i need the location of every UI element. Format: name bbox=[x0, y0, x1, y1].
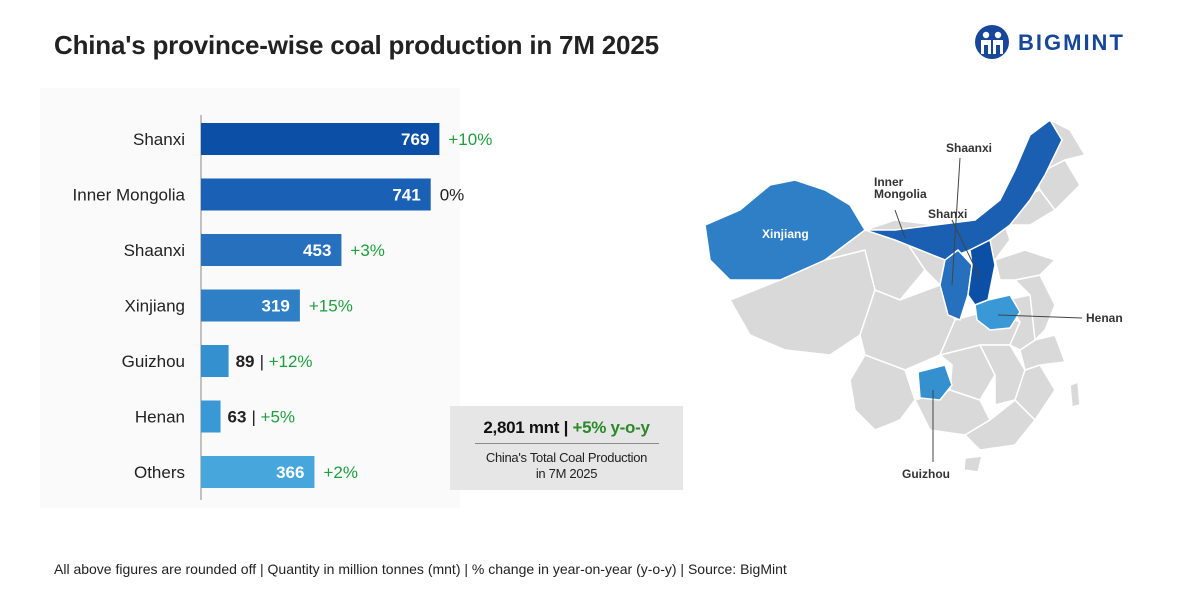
leader-shaanxi bbox=[951, 157, 961, 286]
change-label-xinjiang: +15% bbox=[309, 297, 353, 316]
summary-caption-line2: in 7M 2025 bbox=[535, 466, 598, 481]
page-title: China's province-wise coal production in… bbox=[54, 30, 659, 60]
value-label-others: 366 bbox=[276, 463, 304, 482]
province-taiwan bbox=[1069, 380, 1081, 408]
bigmint-logo: BIGMINT bbox=[972, 22, 1162, 62]
province-inner-mongolia bbox=[864, 118, 1063, 261]
province-shandong bbox=[994, 249, 1057, 281]
summary-headline: 2,801 mnt | +5% y-o-y bbox=[450, 418, 683, 438]
bar-henan bbox=[201, 400, 221, 433]
leader-shanxi bbox=[951, 219, 981, 279]
category-label-shaanxi: Shaanxi bbox=[124, 241, 185, 260]
change-label-shaanxi: +3% bbox=[350, 241, 385, 260]
category-label-xinjiang: Xinjiang bbox=[125, 297, 186, 316]
bigmint-logo-icon bbox=[975, 25, 1009, 59]
bar-shaanxi bbox=[201, 234, 342, 266]
change-label-guizhou: +12% bbox=[269, 352, 313, 371]
value-label-shaanxi: 453 bbox=[303, 241, 331, 260]
province-henan bbox=[974, 294, 1021, 331]
total-production-summary: 2,801 mnt | +5% y-o-y China's Total Coal… bbox=[450, 406, 683, 490]
footnote: All above figures are rounded off | Quan… bbox=[54, 561, 787, 577]
map-label-shanxi: Shanxi bbox=[928, 207, 967, 221]
logo-wordmark: BIGMINT bbox=[1018, 30, 1125, 55]
leader-inner-mongolia bbox=[894, 209, 906, 239]
change-label-henan: +5% bbox=[261, 408, 296, 427]
separator-henan: | bbox=[252, 408, 256, 427]
bar-chart-svg: Shanxi 769 +10% Inner Mongolia 741 0% Shaanxi 4… bbox=[72, 115, 493, 500]
bar-shanxi bbox=[201, 123, 440, 155]
summary-separator: | bbox=[563, 418, 569, 437]
province-shanxi bbox=[967, 238, 996, 306]
map-leader-lines bbox=[894, 157, 1083, 462]
value-label-xinjiang: 319 bbox=[262, 297, 290, 316]
map-label-inner-mongolia-line2: Mongolia bbox=[874, 187, 927, 201]
leader-henan bbox=[997, 314, 1083, 319]
bar-chart: Shanxi 769 +10% Inner Mongolia 741 0% Shaanxi 4… bbox=[72, 115, 493, 500]
province-hainan bbox=[963, 455, 983, 473]
map-label-guizhou: Guizhou bbox=[902, 467, 950, 481]
value-label-henan: 63 bbox=[228, 408, 247, 427]
summary-total: 2,801 mnt bbox=[483, 418, 560, 437]
change-label-shanxi: +10% bbox=[448, 130, 492, 149]
change-label-inner-mongolia: 0% bbox=[440, 186, 465, 205]
category-label-guizhou: Guizhou bbox=[122, 352, 185, 371]
category-label-henan: Henan bbox=[135, 408, 185, 427]
category-label-others: Others bbox=[134, 463, 185, 482]
category-label-shanxi: Shanxi bbox=[133, 130, 185, 149]
province-yunnan bbox=[849, 354, 916, 431]
summary-caption-line1: China's Total Coal Production bbox=[485, 450, 648, 465]
province-sichuan bbox=[859, 284, 956, 371]
change-label-others: +2% bbox=[323, 463, 358, 482]
map-label-shaanxi: Shaanxi bbox=[946, 141, 992, 155]
map-label-henan: Henan bbox=[1086, 311, 1123, 325]
china-province-map: Xinjiang Inner Mongolia Shaanxi Shanxi H… bbox=[704, 118, 1123, 481]
bar-others bbox=[201, 456, 315, 488]
value-label-inner-mongolia: 741 bbox=[392, 186, 420, 205]
category-label-inner-mongolia: Inner Mongolia bbox=[73, 186, 186, 205]
bar-guizhou bbox=[201, 345, 229, 377]
map-label-xinjiang: Xinjiang bbox=[762, 227, 809, 241]
summary-divider bbox=[474, 443, 659, 444]
value-label-guizhou: 89 bbox=[236, 352, 255, 371]
province-guizhou bbox=[917, 364, 953, 401]
map-label-inner-mongolia-line1: Inner bbox=[874, 175, 904, 189]
value-label-shanxi: 769 bbox=[401, 130, 429, 149]
separator-guizhou: | bbox=[260, 352, 264, 371]
province-xinjiang bbox=[704, 179, 866, 281]
bar-xinjiang bbox=[201, 289, 300, 322]
bar-inner-mongolia bbox=[201, 178, 431, 211]
summary-change: +5% y-o-y bbox=[572, 418, 650, 437]
